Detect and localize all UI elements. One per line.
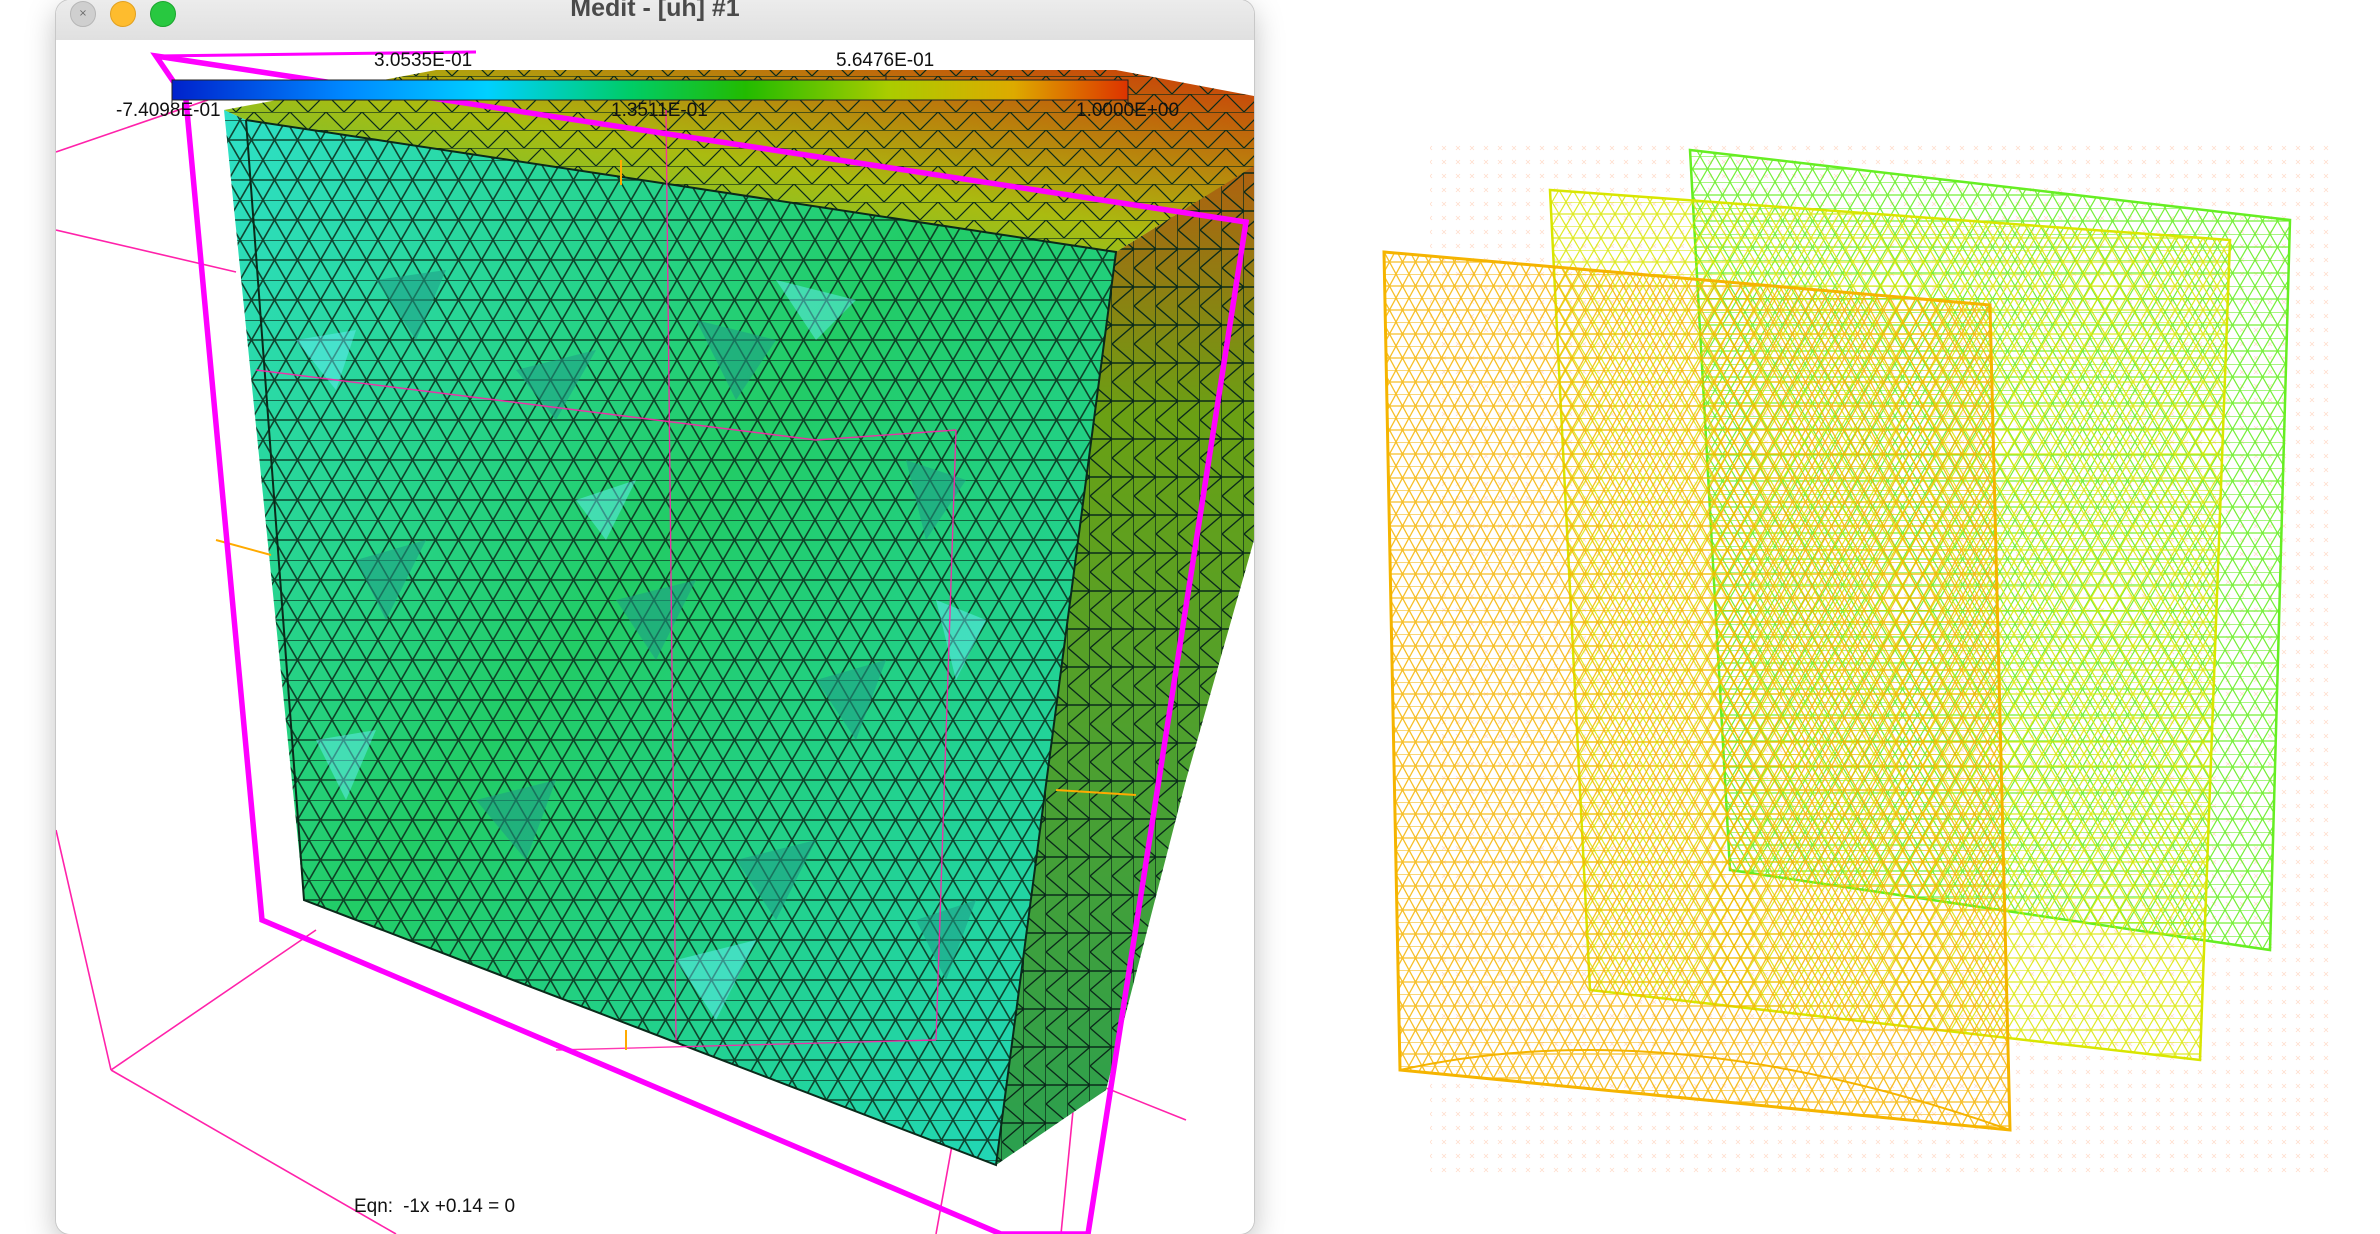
mesh-render[interactable]: [56, 40, 1254, 1234]
clipping-plane-top-edge: [155, 50, 477, 58]
window-title: Medit - [uh] #1: [570, 0, 740, 22]
close-button[interactable]: ×: [70, 1, 96, 27]
eqn-label: Eqn:: [354, 1196, 394, 1217]
colorbar-tick-label: 5.6476E-01: [836, 50, 935, 71]
colorbar-min-label: -7.4098E-01: [116, 100, 221, 121]
wireframe-render: [1370, 130, 2350, 1190]
colorbar-tick-label: 3.0535E-01: [374, 50, 473, 71]
minimize-button[interactable]: [110, 1, 136, 27]
plane-equation: Eqn: -1x +0.14 = 0: [354, 1196, 525, 1218]
close-icon: ×: [78, 8, 88, 19]
bounding-box-inner: [255, 109, 957, 1051]
3d-viewport[interactable]: 3.0535E-01 5.6476E-01 -7.4098E-01 1.3511…: [56, 40, 1254, 1234]
colorbar-max-label: 1.0000E+00: [1076, 100, 1180, 121]
mesh-layer-front: [1382, 250, 2012, 1132]
titlebar: × Medit - [uh] #1: [56, 0, 1254, 41]
medit-window: × Medit - [uh] #1: [56, 0, 1254, 1234]
eqn-value: -1x +0.14 = 0: [403, 1196, 516, 1217]
mesh-block: [224, 70, 1254, 1167]
colorbar-mid-label: 1.3511E-01: [611, 100, 708, 121]
colorbar: [171, 74, 1129, 106]
maximize-button[interactable]: [150, 1, 176, 27]
